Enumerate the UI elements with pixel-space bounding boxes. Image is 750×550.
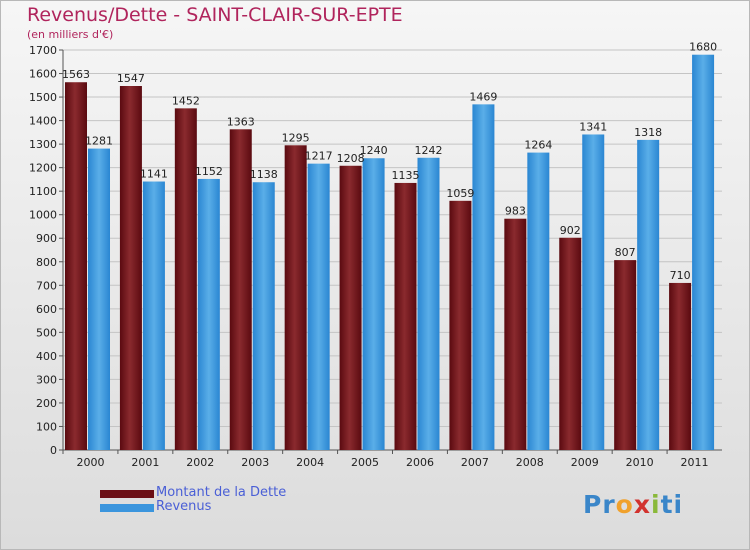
- x-tick-label: 2005: [351, 456, 379, 469]
- logo-letter: i: [651, 490, 661, 519]
- bar-dette-2000: [65, 82, 87, 450]
- x-tick-label: 2000: [76, 456, 104, 469]
- data-label-dette-2002: 1452: [172, 94, 200, 107]
- y-tick-label: 1000: [29, 209, 57, 222]
- bar-dette-2011: [669, 282, 692, 450]
- legend-swatch-revenus: [100, 504, 154, 512]
- y-tick-label: 0: [50, 444, 57, 457]
- bar-dette-2003: [229, 129, 252, 450]
- data-label-revenus-2006: 1242: [415, 144, 443, 157]
- logo-letter: o: [615, 490, 634, 519]
- data-label-revenus-2005: 1240: [360, 144, 388, 157]
- bar-revenus-2005: [362, 158, 385, 450]
- data-label-revenus-2008: 1264: [524, 139, 552, 152]
- y-tick-label: 1100: [29, 185, 57, 198]
- x-tick-label: 2001: [131, 456, 159, 469]
- bar-revenus-2004: [307, 163, 330, 450]
- logo-letter: r: [602, 490, 616, 519]
- data-label-revenus-2011: 1680: [689, 41, 717, 54]
- data-label-revenus-2000: 1281: [85, 135, 113, 148]
- x-tick-label: 2004: [296, 456, 324, 469]
- x-tick-label: 2010: [626, 456, 654, 469]
- bar-dette-2004: [284, 145, 307, 450]
- logo-letter: t: [660, 490, 674, 519]
- data-label-dette-2003: 1363: [227, 115, 255, 128]
- data-label-dette-2008: 983: [505, 205, 526, 218]
- bar-revenus-2002: [197, 178, 220, 451]
- legend-swatch-dette: [100, 490, 154, 498]
- bar-revenus-2011: [692, 54, 715, 451]
- logo-letter: i: [673, 490, 684, 519]
- x-tick-label: 2003: [241, 456, 269, 469]
- x-tick-label: 2006: [406, 456, 434, 469]
- bar-revenus-2001: [142, 181, 165, 450]
- axes: 0 100 200 300 400 500 600 700 800 900 1000 1100 1200…: [29, 44, 722, 469]
- data-label-dette-2009: 902: [560, 224, 581, 237]
- bar-revenus-2008: [527, 152, 550, 450]
- data-label-dette-2005: 1208: [337, 152, 365, 165]
- bar-revenus-2000: [88, 148, 110, 450]
- data-label-dette-2004: 1295: [282, 131, 310, 144]
- data-label-revenus-2007: 1469: [469, 90, 497, 103]
- data-label-revenus-2009: 1341: [579, 120, 607, 133]
- bar-dette-2007: [449, 200, 472, 450]
- x-tick-label: 2009: [571, 456, 599, 469]
- bar-revenus-2009: [582, 134, 605, 450]
- y-tick-label: 600: [36, 303, 57, 316]
- y-tick-label: 800: [36, 256, 57, 269]
- bar-dette-2005: [339, 165, 362, 450]
- x-tick-label: 2002: [186, 456, 214, 469]
- bar-dette-2006: [394, 182, 417, 451]
- legend-label-dette: Montant de la Dette: [156, 485, 287, 500]
- data-label-dette-2001: 1547: [117, 72, 145, 85]
- data-label-revenus-2003: 1138: [250, 168, 278, 181]
- y-tick-label: 200: [36, 397, 57, 410]
- bar-revenus-2007: [472, 104, 495, 451]
- data-label-dette-2007: 1059: [446, 187, 474, 200]
- bar-dette-2001: [119, 86, 142, 450]
- logo-letter: P: [583, 490, 603, 519]
- x-tick-label: 2007: [461, 456, 489, 469]
- data-label-revenus-2004: 1217: [305, 150, 333, 163]
- x-tick-label: 2008: [516, 456, 544, 469]
- bar-dette-2009: [559, 237, 582, 450]
- legend-label-revenus: Revenus: [156, 499, 212, 514]
- y-tick-label: 1600: [29, 68, 57, 81]
- grid-lines: [63, 49, 722, 451]
- bar-dette-2002: [174, 108, 197, 451]
- y-tick-label: 100: [36, 420, 57, 433]
- bar-dette-2008: [504, 218, 527, 450]
- chart-subtitle: (en milliers d'€): [27, 28, 114, 41]
- bar-revenus-2003: [252, 182, 275, 450]
- data-label-revenus-2010: 1318: [634, 126, 662, 139]
- bar-revenus-2010: [637, 139, 660, 450]
- data-label-dette-2011: 710: [670, 269, 691, 282]
- data-label-dette-2006: 1135: [392, 169, 420, 182]
- x-tick-label: 2011: [681, 456, 709, 469]
- bars: [65, 54, 715, 451]
- y-tick-label: 1300: [29, 138, 57, 151]
- data-label-dette-2000: 1563: [62, 68, 90, 81]
- y-tick-label: 500: [36, 326, 57, 339]
- proxiti-logo: Proxiti: [583, 490, 683, 519]
- logo-letter: x: [633, 490, 651, 519]
- y-tick-label: 400: [36, 350, 57, 363]
- chart-title: Revenus/Dette - SAINT-CLAIR-SUR-EPTE: [27, 4, 403, 26]
- y-tick-label: 900: [36, 232, 57, 245]
- y-tick-label: 1700: [29, 44, 57, 57]
- bar-revenus-2006: [417, 157, 440, 450]
- y-tick-label: 1200: [29, 162, 57, 175]
- labels: 1563 1281 1547 1141 1452 1152 1363 1138 1295 1217…: [62, 41, 717, 282]
- y-tick-label: 700: [36, 279, 57, 292]
- data-label-revenus-2001: 1141: [140, 168, 168, 181]
- data-label-dette-2010: 807: [615, 246, 636, 259]
- y-tick-label: 1400: [29, 115, 57, 128]
- y-tick-label: 300: [36, 373, 57, 386]
- data-label-revenus-2002: 1152: [195, 165, 223, 178]
- y-tick-label: 1500: [29, 91, 57, 104]
- bar-dette-2010: [614, 260, 637, 450]
